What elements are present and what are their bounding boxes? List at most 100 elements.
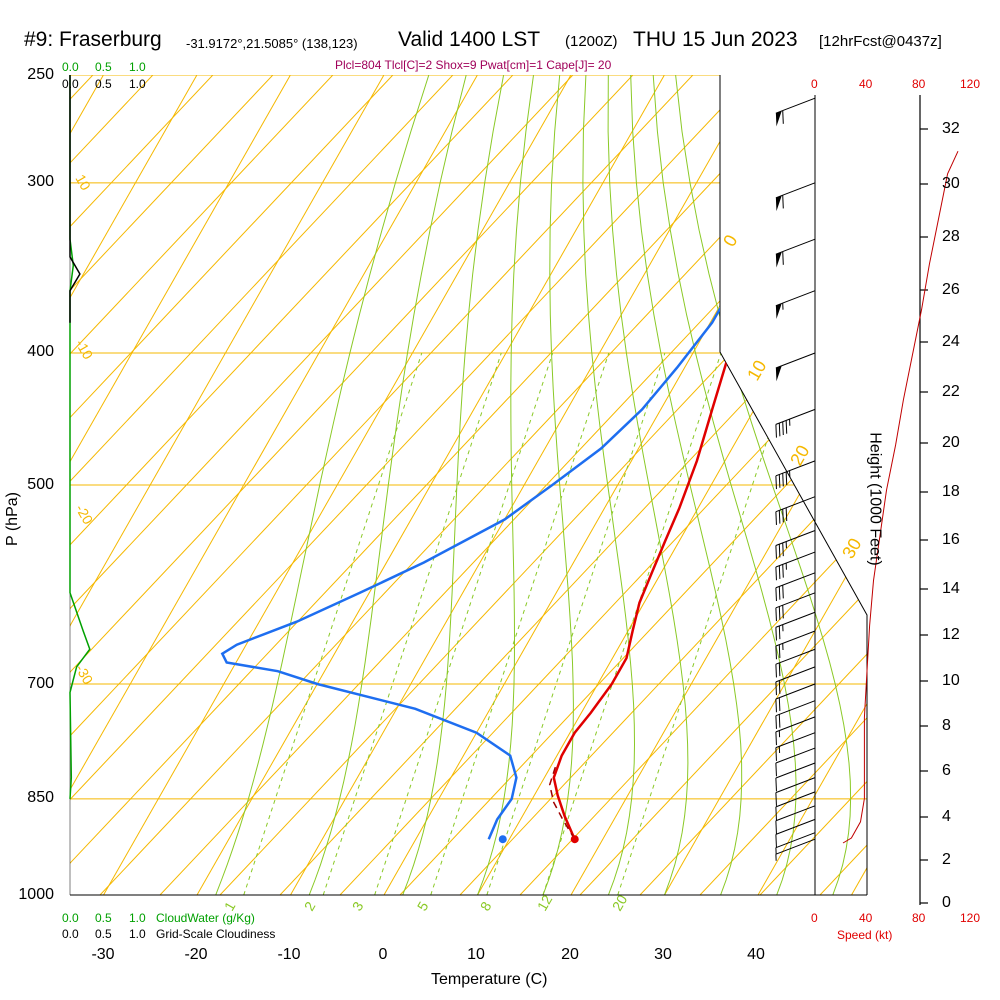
- isotherm-line: [196, 75, 665, 895]
- cloudwater-tick-bottom-1: 0.5: [95, 911, 112, 925]
- wind-barb-full: [782, 605, 784, 619]
- wind-barb-staff: [775, 572, 816, 589]
- wind-barb-full: [775, 698, 777, 713]
- height-tick-32: 32: [942, 120, 960, 137]
- mixing-ratio-label: 20: [609, 892, 631, 914]
- wind-barb-full: [775, 715, 777, 729]
- dry-adiabat-line: [70, 75, 381, 895]
- dry-adiabat-line: [279, 75, 867, 895]
- mixing-ratio-label: 2: [301, 899, 319, 914]
- wind-barb-staff: [775, 838, 816, 855]
- cloudiness-tick-bottom-0: 0.0: [62, 927, 79, 941]
- isotherm-line: [757, 75, 867, 895]
- cloudwater-tick-bottom-0: 0.0: [62, 911, 79, 925]
- dry-adiabat-line: [459, 75, 867, 895]
- temp-tick-m30: -30: [91, 946, 115, 963]
- mixing-ratio-line: [617, 352, 797, 895]
- y-axis-title: P (hPa): [3, 492, 21, 546]
- pressure-tick-300: 300: [27, 173, 54, 190]
- wind-barb-staff: [775, 630, 816, 647]
- wind-barb-staff: [775, 791, 816, 808]
- height-tick-4: 4: [942, 808, 951, 825]
- mixing-ratio-line: [243, 352, 423, 895]
- temp-tick-10: 10: [467, 946, 485, 963]
- mixing-ratio-label: 3: [349, 899, 367, 914]
- wind-barb-full: [775, 681, 777, 696]
- speed-tick-top-0: 0: [811, 77, 818, 91]
- zulu-time: (1200Z): [565, 33, 618, 50]
- dry-adiabat-line: [70, 75, 681, 895]
- wind-barb-staff: [775, 747, 816, 764]
- station-title: #9: Fraserburg: [24, 28, 162, 51]
- wind-barb-full: [785, 471, 788, 486]
- height-tick-26: 26: [942, 281, 960, 298]
- dry-adiabat-line: [399, 75, 867, 895]
- height-tick-16: 16: [942, 531, 960, 548]
- dry-adiabat-line: [579, 75, 867, 895]
- wind-barb-full: [775, 731, 777, 746]
- wind-barb-full: [778, 714, 781, 728]
- height-tick-22: 22: [942, 383, 960, 400]
- wind-barb-staff: [775, 805, 816, 822]
- wind-barb-full: [778, 680, 781, 694]
- wind-barb-full: [775, 627, 777, 641]
- speed-tick-top-1: 40: [859, 77, 873, 91]
- wind-barbs: [775, 97, 816, 861]
- valid-time: Valid 1400 LST: [398, 28, 541, 51]
- cloudiness-tick-top-0: 0.0: [62, 77, 79, 91]
- moist-adiabat-line: [607, 75, 689, 895]
- dry-adiabat-line: [699, 75, 867, 895]
- plot-right-edge: [719, 75, 868, 895]
- height-tick-30: 30: [942, 175, 960, 192]
- series-line-parcel: [548, 765, 576, 840]
- wind-barb-staff: [775, 408, 816, 425]
- mixing-ratio-label: 8: [477, 899, 495, 914]
- cloudiness-label: Grid-Scale Cloudiness: [156, 927, 276, 941]
- wind-barb-flag: [775, 251, 782, 268]
- height-tick-6: 6: [942, 762, 951, 779]
- dry-adiabat-line: [880, 25, 1000, 895]
- wind-barb-full: [782, 585, 784, 599]
- mixing-ratio-line: [322, 352, 502, 895]
- wind-barb-full: [778, 474, 781, 488]
- dry-adiabat-line: [159, 75, 867, 895]
- isotherm-line: [70, 75, 385, 895]
- wind-barb-staff: [775, 777, 816, 794]
- cloudiness-tick-top-1: 0.5: [95, 77, 112, 91]
- dry-adiabat-line: [70, 75, 741, 895]
- wind-barb-full: [782, 509, 784, 523]
- height-tick-20: 20: [942, 434, 960, 451]
- wind-barb-full: [778, 644, 781, 658]
- wind-barb-full: [778, 586, 781, 600]
- speed-tick-bottom-2: 80: [912, 911, 926, 925]
- wind-barb-full: [778, 423, 781, 437]
- wind-barb-flag: [775, 303, 782, 319]
- dry-adiabat-line: [339, 75, 867, 895]
- wind-barb-full: [775, 777, 777, 792]
- wind-barb-full: [778, 565, 781, 579]
- cloudwater-tick-top-1: 0.5: [95, 60, 112, 74]
- wind-barb-full: [775, 806, 777, 821]
- mixing-ratio-label: 12: [534, 892, 556, 914]
- wind-barb-full: [775, 820, 777, 835]
- isotherm-line: [664, 75, 867, 895]
- wind-barb-full: [778, 662, 781, 677]
- temp-tick-40: 40: [747, 946, 765, 963]
- isotherm-line: [70, 75, 198, 895]
- wind-barb-full: [785, 507, 788, 522]
- isotherm-label: 30: [838, 535, 865, 562]
- wind-barb-full: [778, 606, 781, 620]
- speed-tick-top-2: 80: [912, 77, 926, 91]
- wind-barb-full: [775, 664, 777, 678]
- adiabat-label: -10: [72, 337, 96, 363]
- isotherm-label: 10: [743, 357, 770, 384]
- cloudiness-profile-line: [69, 75, 81, 323]
- station-coords: -31.9172°,21.5085° (138,123): [186, 36, 358, 51]
- wind-barb-staff: [775, 732, 816, 749]
- height-tick-24: 24: [942, 333, 960, 350]
- isotherm-label: 20: [786, 442, 813, 469]
- wind-barb-full: [775, 566, 777, 581]
- wind-barb-full: [775, 424, 777, 438]
- moist-adiabat-line: [308, 75, 467, 895]
